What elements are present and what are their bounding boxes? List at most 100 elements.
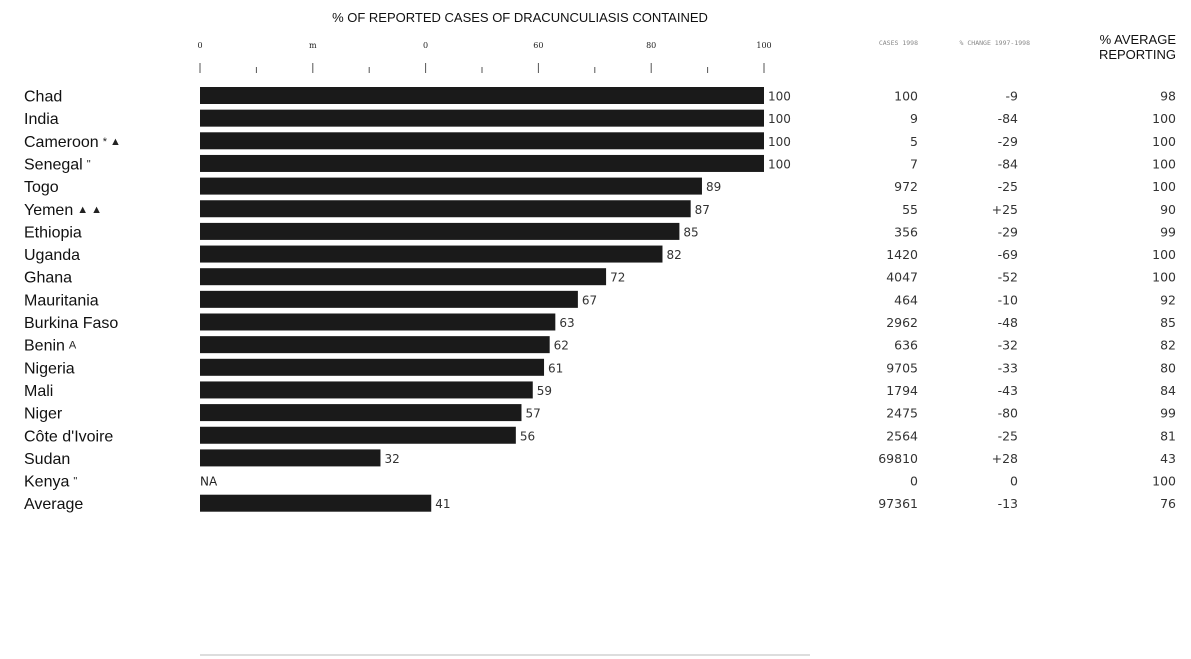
reporting-header-line2: REPORTING (1099, 47, 1176, 62)
change-header: % CHANGE 1997-1998 (960, 39, 1031, 47)
country-footnote-mark: ▲ ▲ (77, 204, 102, 216)
country-label: Ghana (24, 270, 72, 287)
reporting-cell: 100 (1152, 156, 1176, 171)
reporting-cell: 99 (1160, 224, 1176, 239)
reporting-header-line1: % AVERAGE (1100, 32, 1177, 47)
change-cell: -32 (998, 338, 1018, 353)
reporting-cell: 82 (1160, 338, 1176, 353)
reporting-cell: 100 (1152, 474, 1176, 489)
change-cell: 0 (1010, 474, 1018, 489)
country-label: Côte d'Ivoire (24, 428, 113, 445)
cases-cell: 1794 (886, 383, 918, 398)
reporting-cell: 43 (1160, 451, 1176, 466)
cases-cell: 972 (894, 179, 918, 194)
bar (200, 222, 680, 240)
cases-cell: 100 (894, 89, 918, 104)
change-cell: -48 (998, 315, 1018, 330)
change-cell: -84 (998, 156, 1018, 171)
bar-value-label: 100 (768, 112, 791, 126)
cases-cell: 9 (910, 111, 918, 126)
bar (200, 154, 764, 172)
bar (200, 358, 545, 376)
change-cell: -29 (998, 134, 1018, 149)
country-label: Average (24, 496, 83, 513)
country-label: Kenya (24, 474, 69, 491)
cases-cell: 636 (894, 338, 918, 353)
change-cell: -25 (998, 179, 1018, 194)
reporting-cell: 100 (1152, 134, 1176, 149)
reporting-cell: 99 (1160, 406, 1176, 421)
cases-header: CASES 1998 (879, 39, 918, 47)
bar-value-label: 32 (384, 452, 399, 466)
bar-value-label: 100 (768, 135, 791, 149)
bar (200, 336, 550, 354)
bar-value-label: 61 (548, 361, 563, 375)
country-label: Sudan (24, 451, 70, 468)
change-cell: -10 (998, 292, 1018, 307)
bar (200, 313, 556, 331)
bar-value-label: 67 (582, 293, 597, 307)
reporting-cell: 100 (1152, 179, 1176, 194)
country-label: Togo (24, 179, 59, 196)
bar (200, 381, 533, 399)
x-tick-label: 80 (646, 41, 656, 50)
country-label: Chad (24, 89, 62, 106)
x-tick-label: 60 (533, 41, 543, 50)
cases-cell: 1420 (886, 247, 918, 262)
change-cell: -13 (998, 496, 1018, 511)
country-label: Mali (24, 383, 53, 400)
bar-value-label: 62 (554, 339, 569, 353)
bar (200, 268, 607, 286)
reporting-cell: 76 (1160, 496, 1176, 511)
change-cell: -43 (998, 383, 1018, 398)
reporting-cell: 85 (1160, 315, 1176, 330)
reporting-cell: 92 (1160, 292, 1176, 307)
bar-value-label: NA (200, 475, 218, 489)
country-label: Yemen (24, 202, 73, 219)
reporting-cell: 100 (1152, 111, 1176, 126)
change-cell: -29 (998, 224, 1018, 239)
cases-cell: 4047 (886, 270, 918, 285)
country-footnote-mark: " (87, 158, 91, 170)
reporting-cell: 81 (1160, 428, 1176, 443)
bar-value-label: 85 (683, 225, 698, 239)
country-label: Burkina Faso (24, 315, 118, 332)
reporting-cell: 90 (1160, 202, 1176, 217)
country-label: India (24, 111, 59, 128)
bar (200, 200, 691, 218)
bar (200, 132, 764, 150)
cases-cell: 55 (902, 202, 918, 217)
bar-value-label: 82 (666, 248, 681, 262)
bar (200, 290, 578, 308)
country-footnote-mark: A (69, 340, 77, 352)
bar-value-label: 63 (559, 316, 574, 330)
country-label: Niger (24, 406, 63, 423)
bar-value-label: 41 (435, 497, 450, 511)
bar (200, 177, 702, 195)
bar (200, 426, 516, 444)
change-cell: -80 (998, 406, 1018, 421)
bar-value-label: 100 (768, 157, 791, 171)
reporting-cell: 100 (1152, 247, 1176, 262)
country-label: Senegal (24, 156, 83, 173)
country-footnote-mark: " (73, 476, 77, 488)
reporting-cell: 84 (1160, 383, 1176, 398)
country-footnote-mark: * ▲ (103, 136, 121, 148)
bar (200, 245, 663, 263)
country-label: Mauritania (24, 292, 99, 309)
x-tick-label: m (309, 41, 317, 50)
bar-value-label: 56 (520, 429, 535, 443)
change-cell: -84 (998, 111, 1018, 126)
reporting-cell: 100 (1152, 270, 1176, 285)
change-cell: +25 (992, 202, 1018, 217)
bar-value-label: 89 (706, 180, 721, 194)
bar (200, 109, 764, 127)
cases-cell: 2475 (886, 406, 918, 421)
bar-value-label: 59 (537, 384, 552, 398)
change-cell: -9 (1006, 89, 1019, 104)
x-tick-label: 0 (197, 41, 202, 50)
change-cell: -25 (998, 428, 1018, 443)
change-cell: -69 (998, 247, 1018, 262)
cases-cell: 464 (894, 292, 918, 307)
bar (200, 87, 764, 104)
